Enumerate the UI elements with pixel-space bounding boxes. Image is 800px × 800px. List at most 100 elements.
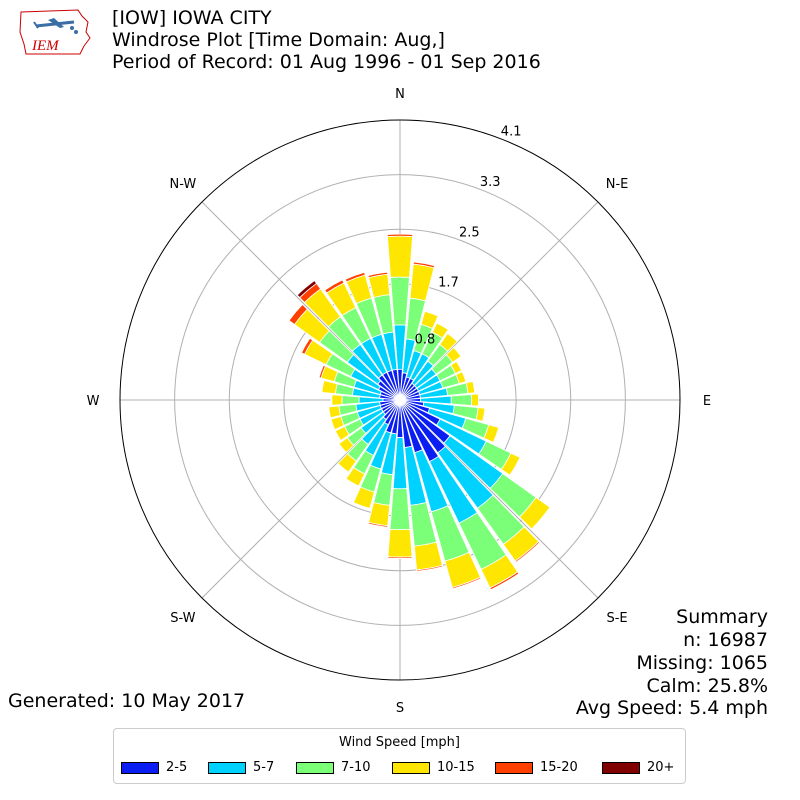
wind-wedge-15-20 xyxy=(345,478,360,488)
wind-wedge-15-20 xyxy=(329,418,336,431)
chart-subtitle: Windrose Plot [Time Domain: Aug,] xyxy=(112,29,445,51)
wind-wedge-10-15 xyxy=(465,380,476,394)
wind-wedge-10-15 xyxy=(387,528,413,558)
airplane-icon xyxy=(33,18,78,34)
direction-label: S-E xyxy=(606,611,627,626)
legend-swatch xyxy=(392,762,430,774)
legend-label: 10-15 xyxy=(437,760,475,775)
wind-wedge-15-20 xyxy=(416,564,444,572)
radial-gridline xyxy=(399,399,599,599)
direction-label: W xyxy=(87,394,100,409)
wind-wedge-15-20 xyxy=(352,502,371,510)
legend: Wind Speed [mph] 2-5 5-7 7-10 10-15 15-2… xyxy=(113,728,686,784)
plot-boundary xyxy=(119,119,681,681)
radial-tick-label: 0.8 xyxy=(415,333,436,348)
iem-logo: IEM xyxy=(19,9,91,55)
wind-wedge-10-15 xyxy=(471,393,479,407)
wind-wedge-20+ xyxy=(296,280,318,299)
legend-label: 7-10 xyxy=(341,760,371,775)
wind-wedge-10-15 xyxy=(368,502,391,527)
wind-wedge-7-10 xyxy=(390,276,410,326)
ring-gridline xyxy=(228,228,572,572)
period-of-record: Period of Record: 01 Aug 1996 - 01 Sep 2… xyxy=(112,51,541,73)
wind-wedge-15-20 xyxy=(447,332,459,343)
direction-label: S xyxy=(396,701,404,716)
wind-wedge-20+ xyxy=(287,303,303,322)
legend-label: 5-7 xyxy=(253,760,275,775)
direction-label: S-W xyxy=(170,611,195,626)
wind-wedge-7-10 xyxy=(341,395,360,405)
wind-wedge-15-20 xyxy=(453,346,463,357)
wind-wedge-10-15 xyxy=(450,360,463,374)
wind-wedge-10-15 xyxy=(368,273,391,298)
legend-label: 20+ xyxy=(647,760,675,775)
wind-wedge-15-20 xyxy=(386,233,414,238)
radial-gridline xyxy=(201,201,401,401)
radial-tick-label: 2.5 xyxy=(459,225,480,240)
wind-wedge-15-20 xyxy=(514,540,541,563)
radial-tick-label: 4.1 xyxy=(501,124,522,139)
wind-wedge-10-15 xyxy=(413,541,443,571)
radial-gridline xyxy=(399,201,599,401)
legend-title: Wind Speed [mph] xyxy=(339,735,460,750)
ring-gridline xyxy=(174,174,626,626)
wind-wedge-15-20 xyxy=(300,337,314,355)
wind-wedge-10-15 xyxy=(387,235,413,278)
legend-swatch xyxy=(495,762,533,774)
wind-wedge-15-20 xyxy=(330,394,333,406)
wind-wedge-15-20 xyxy=(387,556,413,559)
wind-wedge-15-20 xyxy=(489,571,520,591)
wind-wedge-15-20 xyxy=(320,379,325,393)
chart-title: [IOW] IOWA CITY xyxy=(112,7,272,29)
legend-swatch xyxy=(602,762,640,774)
radial-tick-label: 3.3 xyxy=(480,175,501,190)
direction-label: E xyxy=(703,394,711,409)
summary-count: n: 16987 xyxy=(683,629,768,651)
wind-wedge-15-20 xyxy=(324,279,345,294)
wind-wedge-10-15 xyxy=(334,426,350,442)
wind-wedge-10-15 xyxy=(321,379,338,395)
wind-wedge-15-20 xyxy=(451,576,482,590)
wind-wedge-15-20 xyxy=(318,364,326,379)
legend-item: 10-15 xyxy=(392,760,475,776)
legend-label: 15-20 xyxy=(540,760,578,775)
wind-wedge-15-20 xyxy=(424,310,439,317)
legend-swatch xyxy=(121,762,159,774)
wind-wedge-10-15 xyxy=(455,371,467,384)
wind-wedge-15-20 xyxy=(327,406,332,419)
wind-wedge-7-10 xyxy=(450,394,473,406)
direction-label: N xyxy=(395,87,405,102)
wind-wedge-10-15 xyxy=(409,263,435,302)
wind-wedge-15-20 xyxy=(367,271,389,279)
wind-wedge-15-20 xyxy=(367,521,389,528)
summary-calm: Calm: 25.8% xyxy=(646,675,769,697)
wind-wedge-15-20 xyxy=(336,462,349,474)
radial-tick-label: 1.7 xyxy=(438,276,459,291)
wind-wedge-10-15 xyxy=(331,394,343,406)
logo-text: IEM xyxy=(31,38,60,54)
summary-missing: Missing: 1065 xyxy=(636,652,768,674)
wind-wedge-15-20 xyxy=(412,261,435,269)
legend-label: 2-5 xyxy=(166,760,188,775)
wind-wedge-15-20 xyxy=(436,321,450,331)
radial-gridline xyxy=(201,399,401,599)
wind-wedge-10-15 xyxy=(338,437,355,454)
legend-swatch xyxy=(208,762,246,774)
legend-item: 7-10 xyxy=(296,760,371,776)
wind-wedge-7-10 xyxy=(389,488,411,531)
legend-item: 20+ xyxy=(602,760,674,776)
legend-item: 15-20 xyxy=(495,760,578,776)
legend-item: 2-5 xyxy=(121,760,187,776)
generated-date: Generated: 10 May 2017 xyxy=(8,690,246,712)
summary-heading: Summary xyxy=(676,606,768,628)
summary-avg-speed: Avg Speed: 5.4 mph xyxy=(575,697,768,719)
wind-wedge-15-20 xyxy=(531,506,552,531)
legend-item: 5-7 xyxy=(208,760,274,776)
direction-label: N-W xyxy=(170,177,197,192)
wind-wedge-15-20 xyxy=(509,457,522,477)
direction-label: N-E xyxy=(606,177,629,192)
legend-swatch xyxy=(296,762,334,774)
wind-wedge-15-20 xyxy=(344,271,366,283)
wind-wedge-10-15 xyxy=(483,424,500,443)
